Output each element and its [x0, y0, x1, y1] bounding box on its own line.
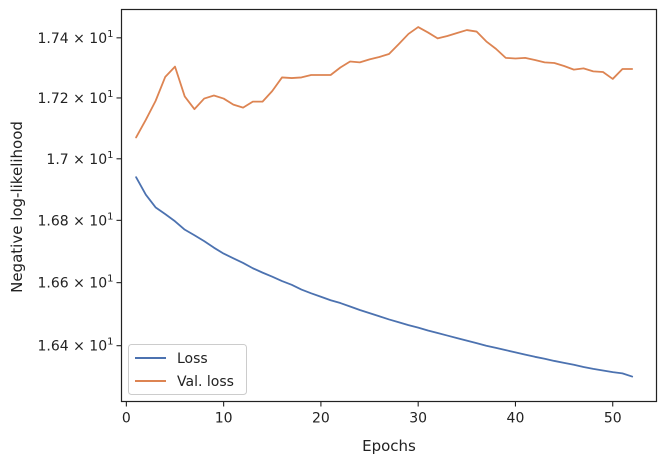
y-tick-label: 1.64 × 101 [38, 337, 114, 355]
series-layer [135, 26, 634, 378]
x-ticks: 0 10 20 30 40 50 [122, 401, 622, 427]
plot-frame [120, 8, 658, 403]
legend: Loss Val. loss [128, 344, 247, 395]
y-tick-label: 1.66 × 101 [38, 274, 114, 292]
x-tick-label: 20 [312, 411, 330, 427]
x-tick-label: 50 [604, 411, 622, 427]
x-axis-label: Epochs [362, 437, 416, 455]
y-axis-label: Negative log-likelihood [8, 121, 26, 293]
x-tick-label: 0 [122, 411, 131, 427]
series-line-loss [135, 176, 634, 378]
y-tick-label: 1.7 × 101 [46, 150, 113, 168]
y-tick-label: 1.74 × 101 [38, 29, 114, 47]
y-tick-label: 1.72 × 101 [38, 89, 114, 107]
legend-label-loss: Loss [177, 351, 208, 367]
x-tick-label: 40 [507, 411, 525, 427]
y-ticks: 1.64 × 101 1.66 × 101 1.68 × 101 1.7 × 101 1… [38, 29, 122, 355]
x-tick-label: 10 [215, 411, 233, 427]
series-line-val-loss [135, 26, 634, 139]
legend-label-val-loss: Val. loss [177, 374, 234, 390]
x-tick-label: 30 [409, 411, 427, 427]
y-tick-label: 1.68 × 101 [38, 211, 114, 229]
